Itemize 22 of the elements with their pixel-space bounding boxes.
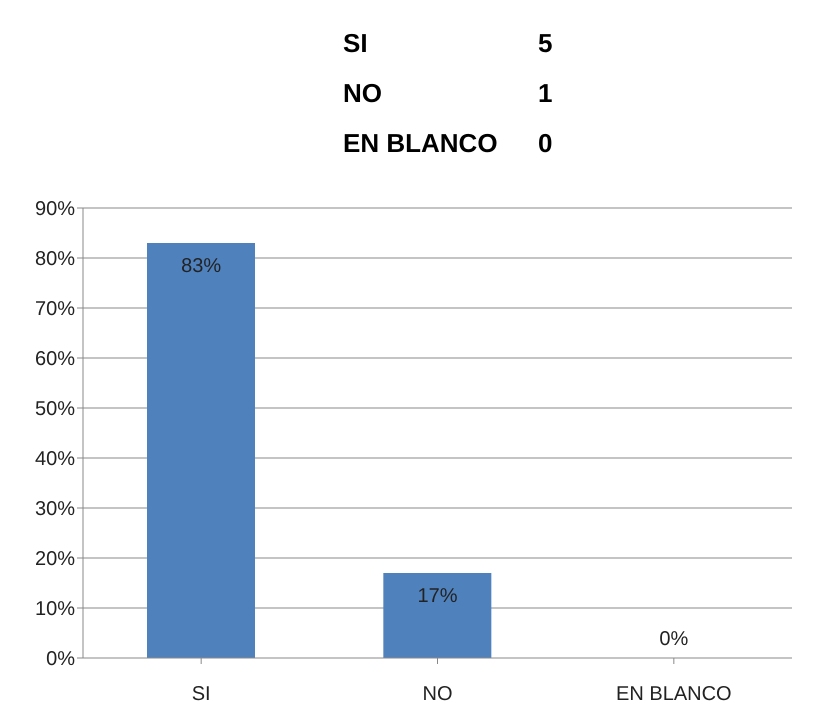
text: 1 [538, 78, 552, 108]
text: NO [343, 78, 383, 108]
data-label: 0% [658, 628, 690, 651]
y-tick-label: 40% [34, 448, 76, 470]
x-tick-label: NO [422, 683, 452, 706]
y-tick-label: 30% [34, 498, 76, 520]
y-tick-label: 60% [34, 348, 76, 370]
y-tick-label: 70% [34, 298, 76, 320]
data-label: 83% [180, 255, 222, 278]
y-tick-label: 80% [34, 248, 76, 270]
y-tick-label: 90% [34, 198, 76, 220]
y-tick-label: 0% [46, 648, 76, 670]
data-label: 17% [416, 585, 459, 608]
x-tick-label: EN BLANCO [616, 683, 732, 706]
text: 5 [538, 28, 552, 58]
text: SI [343, 28, 369, 58]
text: 0 [538, 128, 552, 158]
text: EN BLANCO [343, 128, 499, 158]
y-tick-label: 10% [34, 598, 76, 620]
x-tick-label: SI [192, 683, 211, 706]
y-tick-label: 20% [34, 548, 76, 570]
y-tick-label: 50% [34, 398, 76, 420]
